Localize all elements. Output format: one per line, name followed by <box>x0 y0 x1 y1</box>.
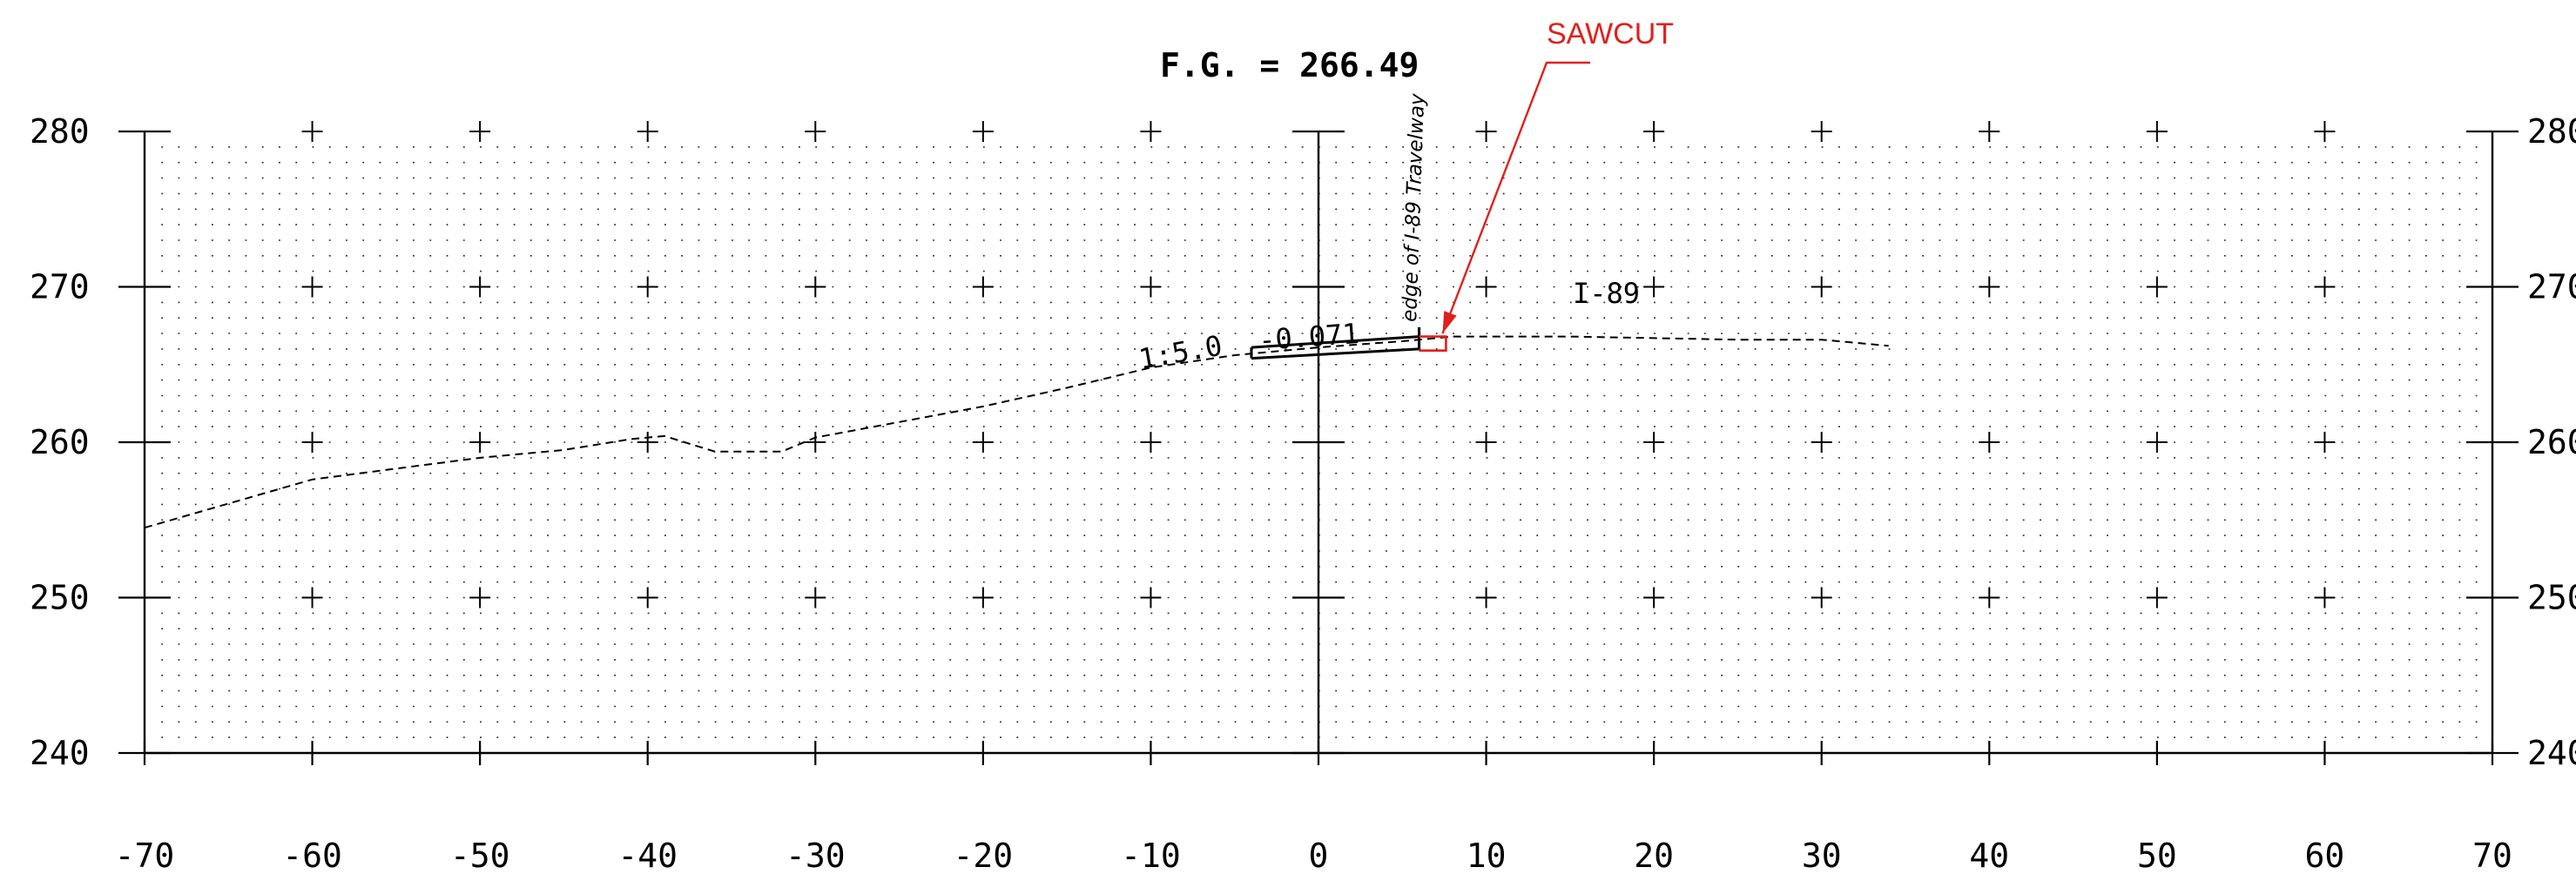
grid-cross <box>637 276 658 298</box>
x-tick-label: -60 <box>282 837 342 874</box>
y-tick-label-right: 240 <box>2527 734 2576 772</box>
grid-cross <box>1475 587 1497 608</box>
ground-profile <box>144 61 1889 529</box>
grid-cross <box>1643 121 1665 142</box>
sawcut-box <box>1419 335 1447 353</box>
fg-title: F.G. = 266.49 <box>1160 46 1419 84</box>
grid-cross <box>2146 432 2168 453</box>
grid-cross <box>637 432 658 453</box>
grid-cross <box>637 121 658 142</box>
grid-cross <box>1643 432 1665 453</box>
grid-cross <box>1643 276 1665 298</box>
slope-label: 1:5.0 <box>1136 329 1224 376</box>
grid-cross <box>469 121 491 142</box>
sawcut-label: SAWCUT <box>1547 17 1674 50</box>
grid-cross <box>1979 587 2000 608</box>
grid-cross <box>2314 121 2336 142</box>
y-tick-label: 250 <box>30 579 90 617</box>
proposed-top-line <box>1251 335 1419 349</box>
grid-cross <box>301 121 323 142</box>
grid-cross <box>1140 276 1162 298</box>
existing-ground-line <box>144 335 1889 529</box>
x-tick-labels: -70 -60 -50 -40 -30 -20 -10 0 10 20 30 40 50 60 70 <box>115 837 2512 874</box>
grid-cross <box>1979 121 2000 142</box>
grid-cross <box>301 276 323 298</box>
road-label: I-89 <box>1573 277 1640 310</box>
y-tick-labels-right: 240 250 260 270 280 <box>2527 112 2576 772</box>
grid-cross <box>1979 432 2000 453</box>
grade-label: -0.071 <box>1258 317 1360 357</box>
y-tick-label-right: 250 <box>2527 579 2576 617</box>
grid-cross <box>972 587 994 608</box>
x-tick-label: 10 <box>1467 837 1507 874</box>
grid-cross <box>1811 276 1832 298</box>
grid-cross <box>469 587 491 608</box>
x-tick-label: 0 <box>1309 837 1329 874</box>
grid-cross <box>1811 121 1832 142</box>
grid-cross <box>301 587 323 608</box>
x-tick-label: 70 <box>2472 837 2512 874</box>
grid-cross <box>972 121 994 142</box>
x-tick-label: -10 <box>1121 837 1181 874</box>
grid-cross <box>1475 121 1497 142</box>
grid-cross <box>2314 432 2336 453</box>
grid-cross <box>2314 276 2336 298</box>
sawcut-arrowhead <box>1442 311 1457 334</box>
grid-cross <box>1140 121 1162 142</box>
x-tick-label: -70 <box>115 837 175 874</box>
y-tick-label-right: 270 <box>2527 268 2576 306</box>
y-tick-label: 270 <box>30 268 90 306</box>
axis-ticks <box>118 130 2519 765</box>
grid-cross <box>1475 276 1497 298</box>
grid-cross <box>1643 587 1665 608</box>
grid-cross <box>1140 432 1162 453</box>
y-tick-label: 280 <box>30 112 90 151</box>
grid-cross <box>2146 276 2168 298</box>
x-tick-label: -30 <box>786 837 846 874</box>
grid-cross <box>1979 276 2000 298</box>
minor-grid-dots <box>161 146 2478 738</box>
y-tick-label-right: 260 <box>2527 423 2576 461</box>
grid-cross <box>1811 587 1832 608</box>
grid-cross <box>301 432 323 453</box>
grid-cross <box>637 587 658 608</box>
grid-cross <box>805 276 826 298</box>
x-tick-label: 30 <box>1802 837 1842 874</box>
x-tick-label: -20 <box>954 837 1014 874</box>
grid-cross <box>1140 587 1162 608</box>
grid-cross <box>469 276 491 298</box>
grid-cross <box>2146 587 2168 608</box>
y-tick-label: 260 <box>30 423 90 461</box>
y-tick-labels-left: 240 250 260 270 280 <box>30 112 90 772</box>
x-tick-label: -50 <box>450 837 510 874</box>
x-tick-label: 20 <box>1634 837 1674 874</box>
grid-cross <box>972 432 994 453</box>
major-grid-crosses <box>301 121 2336 608</box>
grid-cross <box>805 121 826 142</box>
grid-cross <box>805 587 826 608</box>
grid-cross <box>972 276 994 298</box>
grid-cross <box>1475 432 1497 453</box>
grid-cross <box>805 432 826 453</box>
grid-cross <box>469 432 491 453</box>
y-tick-label-right: 280 <box>2527 112 2576 151</box>
x-tick-label: 50 <box>2137 837 2177 874</box>
edge-travelway-label: edge of I-89 Travelway <box>1399 93 1429 323</box>
proposed-bottom-line <box>1251 347 1419 360</box>
sawcut-leader <box>1441 61 1590 334</box>
grid-cross <box>2146 121 2168 142</box>
grid-cross <box>1811 432 1832 453</box>
y-tick-label: 240 <box>30 734 90 772</box>
dot-grid <box>161 146 2478 738</box>
grid-cross <box>2314 587 2336 608</box>
x-tick-label: 40 <box>1969 837 2009 874</box>
x-tick-label: 60 <box>2305 837 2345 874</box>
x-tick-label: -40 <box>617 837 678 874</box>
